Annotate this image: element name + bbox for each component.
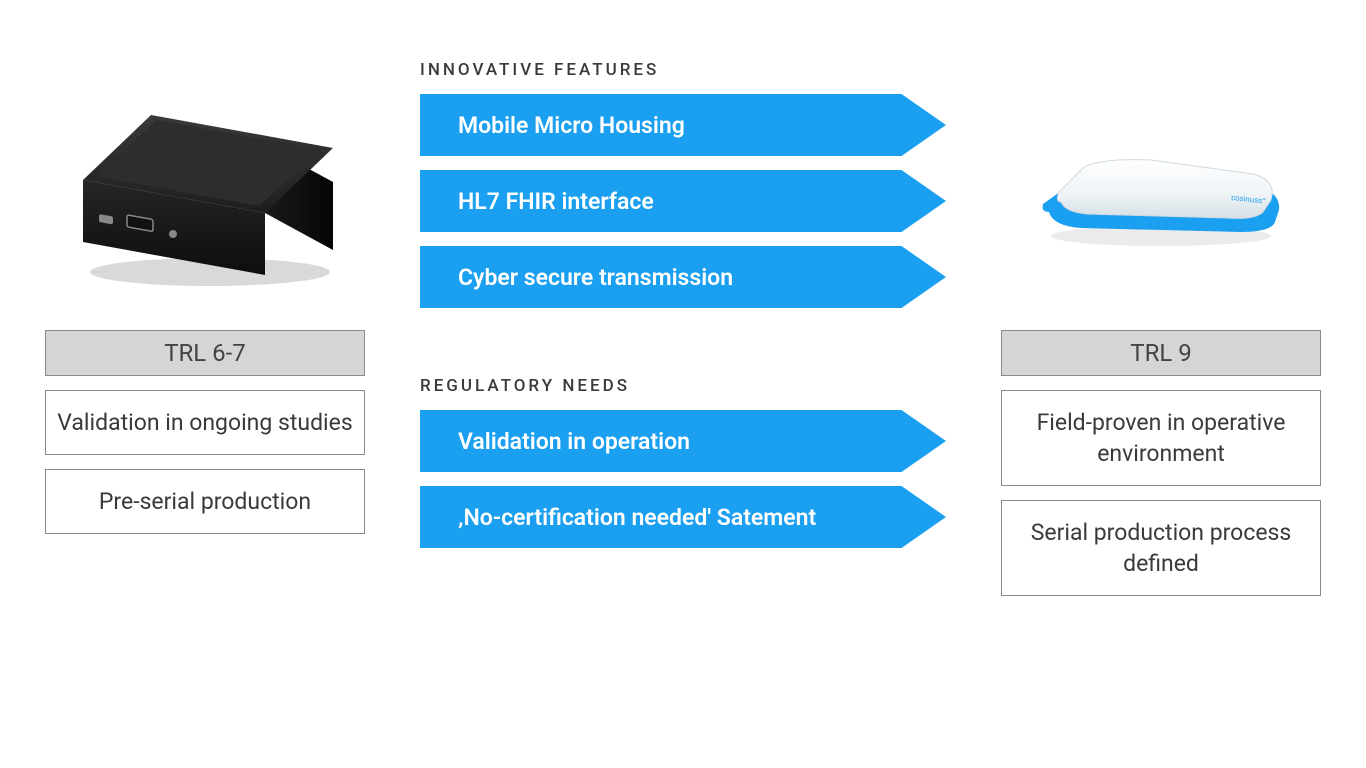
left-trl-header: TRL 6-7 (45, 330, 365, 376)
arrow-text: Cyber secure transmission (420, 264, 733, 291)
arrow-1-0: Validation in operation (420, 410, 946, 472)
black-box-device-icon (65, 100, 345, 290)
right-column: cosinuss° TRL 9 Field-proven in operativ… (1001, 60, 1321, 610)
left-box-0: Validation in ongoing studies (45, 390, 365, 455)
section-label-1: REGULATORY NEEDS (420, 376, 946, 396)
right-box-0: Field-proven in operative environment (1001, 390, 1321, 486)
arrow-text: Mobile Micro Housing (420, 112, 685, 139)
arrow-1-1: ‚No-certification needed' Satement (420, 486, 946, 548)
white-device-icon: cosinuss° (1031, 140, 1291, 250)
left-device-image (45, 60, 365, 330)
right-device-image: cosinuss° (1001, 60, 1321, 330)
arrow-0-1: HL7 FHIR interface (420, 170, 946, 232)
left-column: TRL 6-7 Validation in ongoing studies Pr… (45, 60, 365, 610)
left-box-1: Pre-serial production (45, 469, 365, 534)
arrow-text: Validation in operation (420, 428, 690, 455)
right-trl-header: TRL 9 (1001, 330, 1321, 376)
arrow-0-0: Mobile Micro Housing (420, 94, 946, 156)
arrow-text: ‚No-certification needed' Satement (420, 504, 816, 531)
infographic-root: TRL 6-7 Validation in ongoing studies Pr… (45, 60, 1321, 610)
right-box-1: Serial production process defined (1001, 500, 1321, 596)
section-label-0: INNOVATIVE FEATURES (420, 60, 946, 80)
arrow-text: HL7 FHIR interface (420, 188, 654, 215)
section-gap (420, 322, 946, 376)
arrow-0-2: Cyber secure transmission (420, 246, 946, 308)
middle-column: INNOVATIVE FEATURES Mobile Micro Housing… (420, 60, 946, 610)
